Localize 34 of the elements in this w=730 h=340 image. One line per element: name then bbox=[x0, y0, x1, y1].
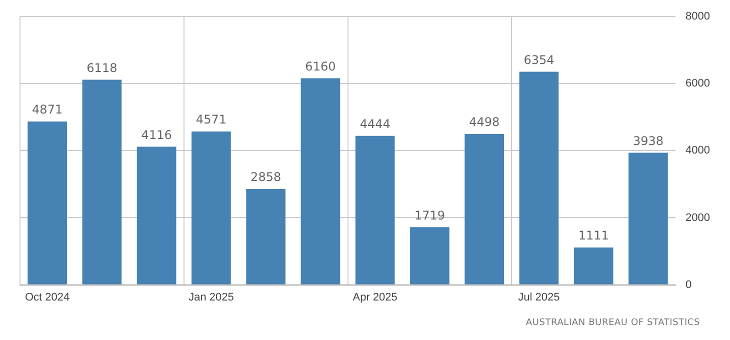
x-tick-label: Oct 2024 bbox=[24, 291, 70, 304]
x-tick-label: Jul 2025 bbox=[518, 291, 560, 304]
bar bbox=[574, 248, 614, 284]
data-label: 2858 bbox=[250, 170, 282, 184]
y-tick-label: 8000 bbox=[686, 10, 710, 23]
y-tick-label: 2000 bbox=[686, 212, 710, 224]
data-label: 3938 bbox=[632, 134, 664, 148]
x-tick-label: Jan 2025 bbox=[188, 291, 234, 304]
data-label: 4871 bbox=[32, 102, 63, 117]
bar bbox=[355, 136, 395, 284]
bar bbox=[300, 78, 340, 284]
bar bbox=[628, 152, 668, 284]
bar bbox=[519, 72, 559, 284]
bar bbox=[192, 132, 231, 284]
text: AUSTRALIAN BUREAU OF STATISTICS bbox=[526, 318, 700, 328]
bar bbox=[410, 227, 450, 284]
bar bbox=[136, 146, 176, 284]
bar bbox=[28, 122, 67, 284]
data-label: 4116 bbox=[141, 128, 172, 142]
bar bbox=[464, 134, 504, 284]
y-tick-label: 6000 bbox=[686, 78, 710, 90]
x-tick-label: Apr 2025 bbox=[352, 291, 398, 304]
data-label: 4571 bbox=[196, 112, 226, 127]
data-label: 1111 bbox=[578, 228, 609, 243]
bar bbox=[246, 188, 286, 284]
y-tick-label: 0 bbox=[686, 278, 692, 291]
bar bbox=[82, 80, 122, 284]
data-label: 1719 bbox=[414, 208, 445, 222]
data-label: 4444 bbox=[360, 116, 390, 131]
data-label: 6118 bbox=[86, 60, 118, 75]
data-label: 6354 bbox=[524, 52, 554, 67]
data-label: 6160 bbox=[305, 59, 336, 74]
data-label: 4498 bbox=[469, 115, 500, 130]
y-tick-label: 4000 bbox=[686, 144, 710, 157]
